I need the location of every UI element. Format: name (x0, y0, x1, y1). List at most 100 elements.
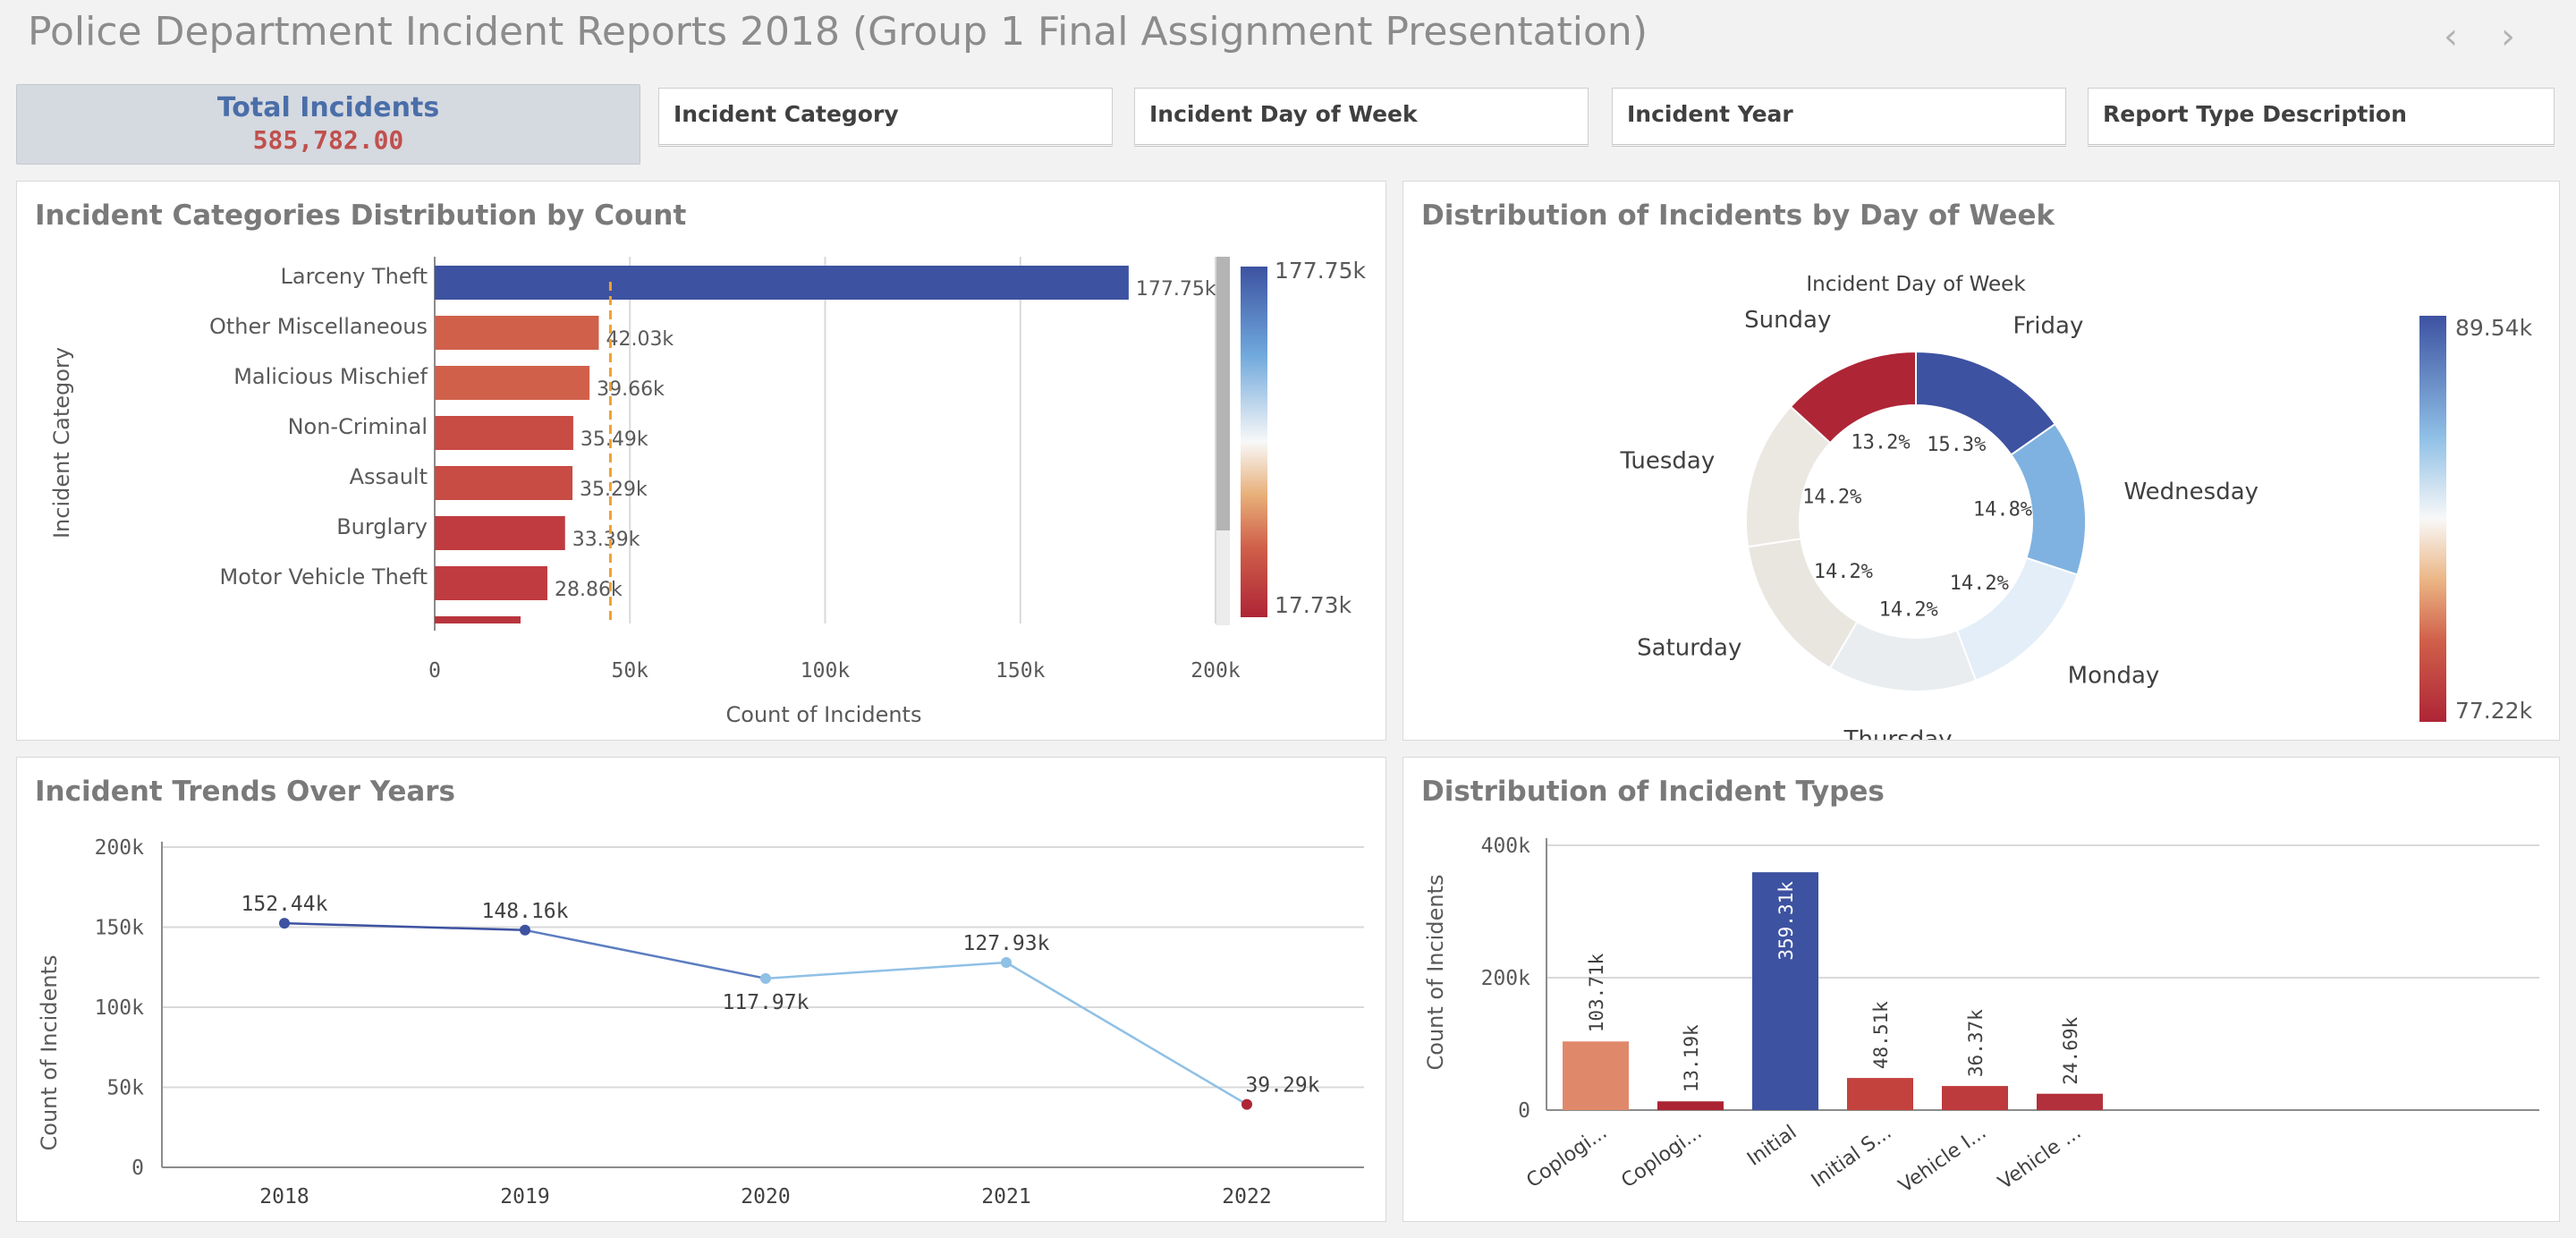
x-tick-label: Vehicle ... (1995, 1121, 2086, 1194)
data-point (520, 924, 530, 936)
slice-percent-label: 15.3% (1927, 434, 1986, 456)
category-label: Malicious Mischief (233, 364, 428, 389)
bar (2037, 1093, 2103, 1110)
data-point (760, 972, 771, 984)
bar-value-label: 359.31k (1775, 881, 1797, 961)
x-tick-label: Vehicle I... (1894, 1121, 1990, 1197)
y-axis-title: Count of Incidents (1423, 875, 1448, 1071)
categories-bar-chart[interactable]: Incident Category Count of Incidents 177… (17, 182, 1385, 740)
filter-incident-category[interactable]: Incident Category (658, 88, 1113, 147)
slice-label: Monday (2068, 663, 2160, 690)
point-value-label: 39.29k (1245, 1074, 1319, 1098)
x-tick-label: 50k (611, 659, 648, 683)
incident-types-chart-panel[interactable]: Distribution of Incident Types Count of … (1402, 757, 2560, 1222)
x-tick-label: 2020 (741, 1185, 790, 1208)
x-axis-title: Count of Incidents (726, 702, 922, 727)
chart-scrollbar-thumb[interactable] (1216, 257, 1230, 530)
category-label: Non-Criminal (288, 414, 428, 439)
x-tick-label: Coplogi... (1617, 1121, 1706, 1192)
y-tick-label: 0 (1518, 1099, 1530, 1123)
legend-gradient-bar (1241, 267, 1267, 617)
category-label: Other Miscellaneous (209, 314, 428, 339)
legend-gradient-bar (2419, 316, 2446, 722)
categories-chart-panel[interactable]: Incident Categories Distribution by Coun… (16, 181, 1386, 741)
bar-value-label: 13.19k (1681, 1024, 1702, 1092)
category-label: Burglary (336, 514, 428, 539)
category-label: Larceny Theft (281, 264, 428, 289)
point-value-label: 127.93k (963, 932, 1050, 955)
x-tick-label: 2021 (981, 1185, 1030, 1208)
trends-chart-panel[interactable]: Incident Trends Over Years Count of Inci… (16, 757, 1386, 1222)
category-label: Assault (350, 464, 428, 489)
donut-slice (1789, 350, 1917, 445)
bar (435, 466, 573, 500)
bar-value-label: 177.75k (1136, 278, 1216, 301)
data-point (1241, 1098, 1252, 1110)
chart-title: Distribution of Incident Types (1421, 776, 1885, 808)
slice-label: Wednesday (2124, 479, 2259, 505)
donut-slice (1746, 538, 1859, 670)
bar-value-label: 36.37k (1965, 1009, 1987, 1077)
bar (1563, 1041, 1629, 1110)
filter-report-type-description[interactable]: Report Type Description (2088, 88, 2555, 147)
bar (1657, 1101, 1724, 1110)
bar (435, 366, 590, 400)
chart-title: Incident Categories Distribution by Coun… (35, 199, 687, 232)
x-tick-label: 200k (1191, 659, 1241, 683)
line-segment (765, 961, 1007, 980)
chevron-right-icon[interactable]: › (2501, 16, 2515, 57)
x-tick-label: 2019 (500, 1185, 549, 1208)
slice-label: Thursday (1843, 726, 1953, 740)
incident-types-bar-chart[interactable]: Count of Incidents 0 200k 400k 103.71k Coplo… (1403, 758, 2559, 1221)
chart-subtitle: Incident Day of Week (1806, 273, 2026, 296)
category-label: Motor Vehicle Theft (219, 564, 428, 589)
bar (435, 316, 599, 350)
legend-max-label: 89.54k (2455, 315, 2533, 341)
point-value-label: 117.97k (723, 991, 809, 1014)
line-segment (1005, 961, 1248, 1106)
total-incidents-kpi[interactable]: Total Incidents 585,782.00 (16, 84, 640, 165)
chart-title: Incident Trends Over Years (35, 776, 456, 808)
y-tick-label: 200k (1481, 967, 1531, 990)
y-tick-label: 0 (131, 1157, 144, 1180)
slice-percent-label: 14.2% (1814, 561, 1873, 583)
legend-max-label: 177.75k (1275, 258, 1366, 284)
bar-value-label: 35.29k (580, 479, 648, 501)
x-tick-label: 2018 (259, 1185, 309, 1208)
bar (1752, 872, 1818, 1110)
filter-incident-year[interactable]: Incident Year (1612, 88, 2066, 147)
x-tick-label: 2022 (1222, 1185, 1271, 1208)
bar-value-label: 48.51k (1870, 1001, 1892, 1069)
slice-label: Friday (2013, 313, 2084, 340)
filter-incident-day-of-week[interactable]: Incident Day of Week (1134, 88, 1589, 147)
bar (435, 516, 565, 550)
bar (435, 566, 547, 600)
line-segment (524, 928, 767, 980)
slice-percent-label: 14.2% (1879, 599, 1938, 622)
legend-min-label: 17.73k (1275, 592, 1352, 618)
bar-value-label: 103.71k (1586, 953, 1607, 1032)
day-of-week-donut-chart[interactable]: Incident Day of Week 89.54k 77.22k Frida… (1403, 182, 2559, 740)
bar-value-label: 33.39k (572, 529, 640, 551)
x-tick-label: Initial S... (1808, 1121, 1896, 1191)
data-point (279, 918, 290, 929)
bar-partial (435, 616, 521, 623)
y-tick-label: 50k (106, 1077, 144, 1100)
day-of-week-chart-panel[interactable]: Distribution of Incidents by Day of Week… (1402, 181, 2560, 741)
kpi-value: 585,782.00 (252, 125, 404, 155)
slice-label: Tuesday (1619, 447, 1715, 474)
slice-label: Sunday (1744, 307, 1831, 334)
legend-min-label: 77.22k (2455, 698, 2533, 724)
chevron-left-icon[interactable]: ‹ (2444, 16, 2458, 57)
bar (435, 416, 573, 450)
x-tick-label: Initial (1743, 1121, 1801, 1170)
y-tick-label: 400k (1481, 835, 1531, 858)
y-tick-label: 100k (95, 996, 145, 1020)
slice-label: Saturday (1637, 635, 1741, 662)
x-tick-label: 0 (428, 659, 441, 683)
trends-line-chart[interactable]: Count of Incidents 0 50k 100k 150k 200k 152.4… (17, 758, 1385, 1221)
x-tick-label: 100k (801, 659, 851, 683)
bar-value-label: 42.03k (606, 328, 674, 351)
data-point (1001, 957, 1012, 969)
bar (1847, 1078, 1913, 1110)
